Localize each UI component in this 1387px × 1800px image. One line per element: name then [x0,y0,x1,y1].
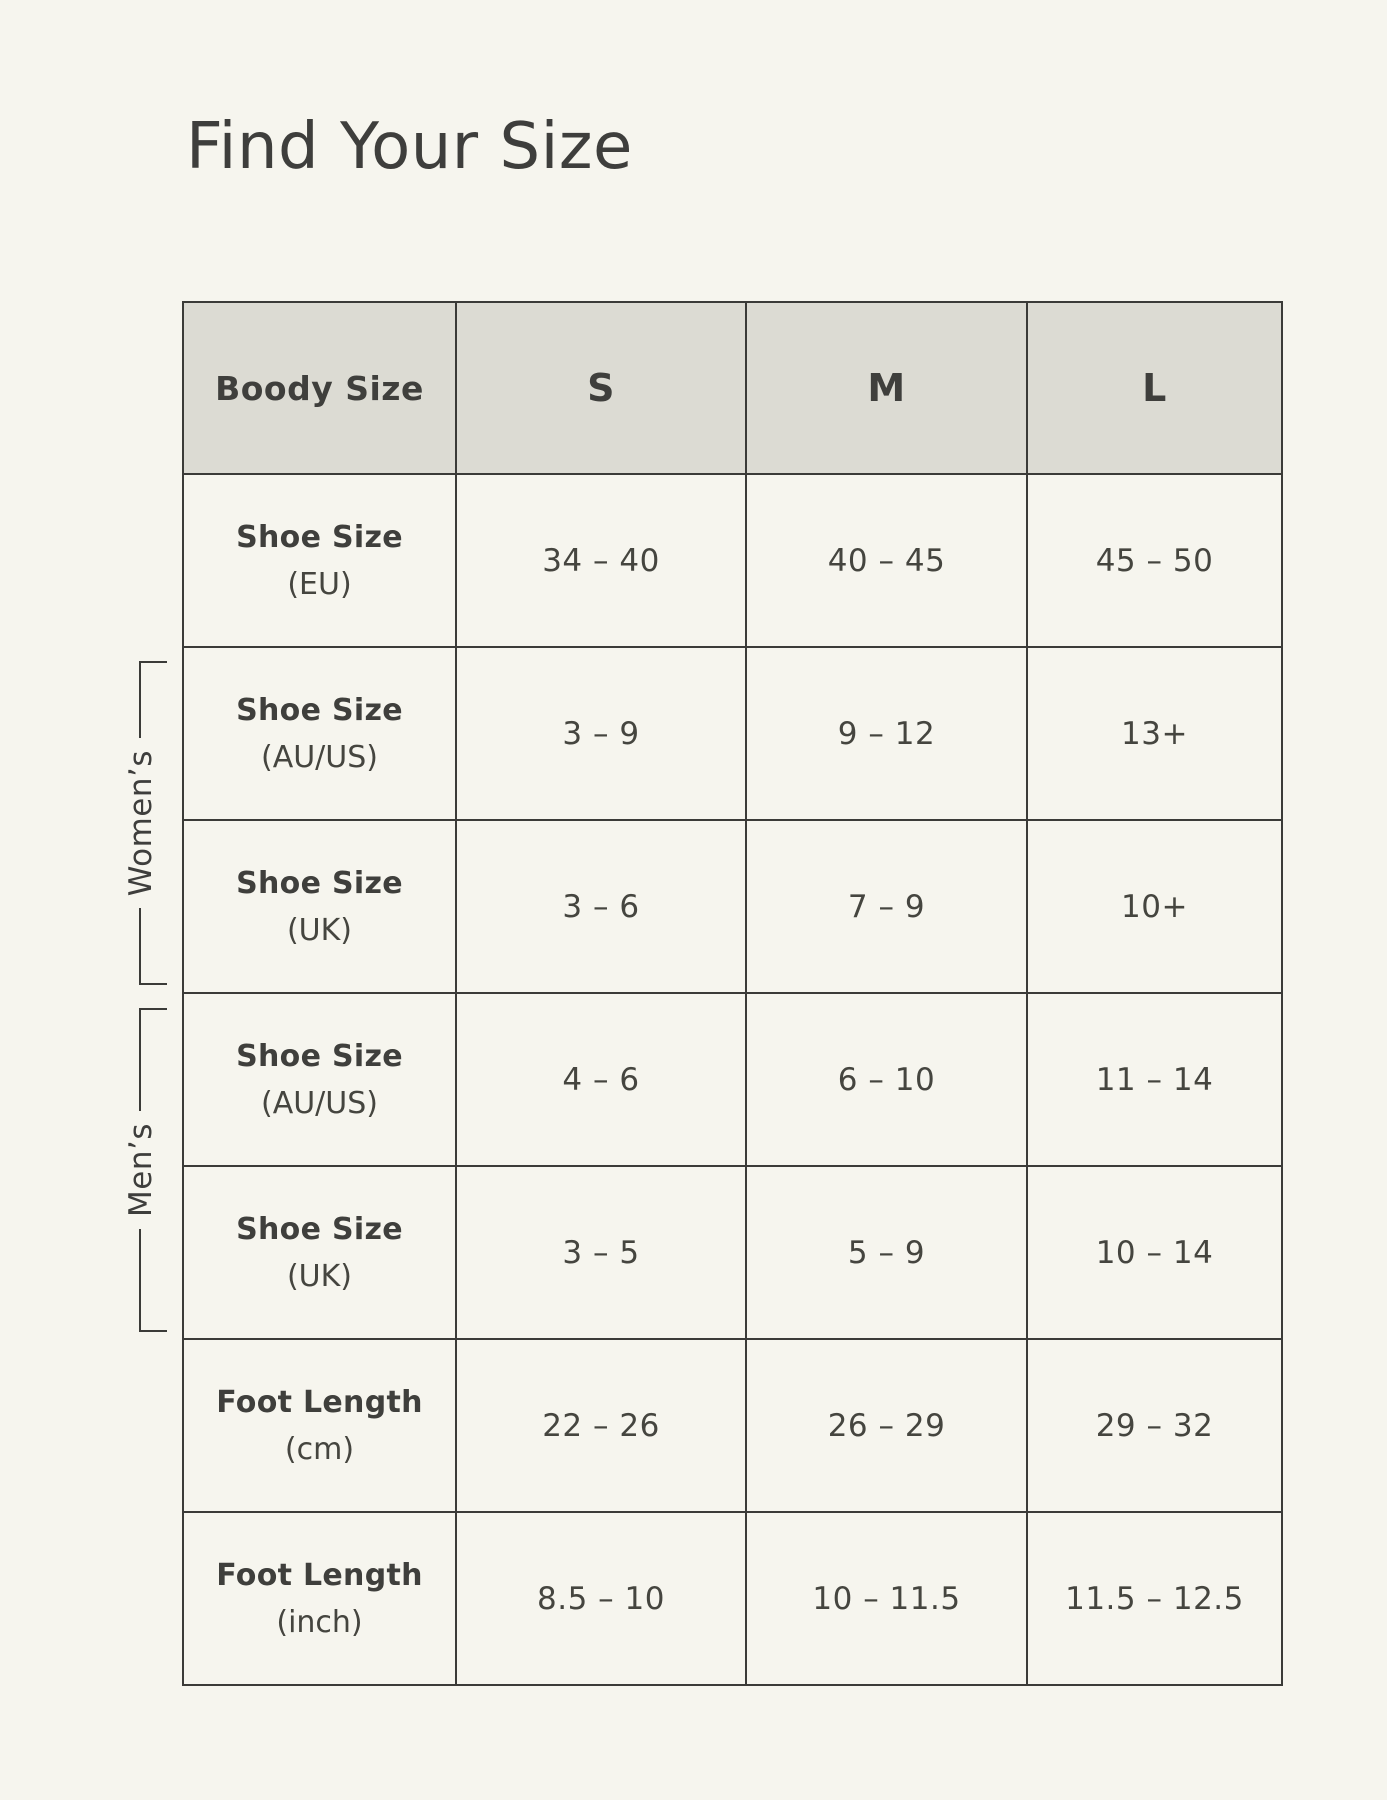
row-label-main: Shoe Size [236,1038,403,1074]
row-label-main: Shoe Size [236,1211,403,1247]
bracket-bottom-tick [139,1330,167,1333]
size-cell: 45 – 50 [1026,473,1283,648]
size-cell: 11 – 14 [1026,992,1283,1167]
row-label: Shoe Size (EU) [182,473,457,648]
size-cell: 9 – 12 [745,646,1028,821]
column-header-boody-size: Boody Size [182,301,457,475]
row-label: Shoe Size (UK) [182,819,457,994]
row-label-main: Shoe Size [236,865,403,901]
row-label-main: Foot Length [216,1384,423,1420]
row-label-sub: (inch) [276,1604,363,1640]
row-label: Foot Length (inch) [182,1511,457,1686]
row-label-main: Foot Length [216,1557,423,1593]
row-label: Shoe Size (AU/US) [182,992,457,1167]
table-row-mens-shoe-size-au-us: Shoe Size (AU/US) 4 – 6 6 – 10 11 – 14 [182,992,1283,1167]
size-cell: 5 – 9 [745,1165,1028,1340]
table-row-shoe-size-eu: Shoe Size (EU) 34 – 40 40 – 45 45 – 50 [182,473,1283,648]
bracket-line [139,663,141,738]
womens-bracket: Women’s [123,661,167,986]
size-cell: 10+ [1026,819,1283,994]
mens-bracket-label: Men’s [123,1123,159,1217]
size-cell: 34 – 40 [455,473,747,648]
bracket-line [139,1229,141,1331]
row-label-sub: (cm) [284,1431,355,1467]
size-cell: 40 – 45 [745,473,1028,648]
row-label-main: Shoe Size [236,519,403,555]
size-cell: 3 – 6 [455,819,747,994]
row-label-sub: (UK) [286,912,353,948]
size-cell: 7 – 9 [745,819,1028,994]
size-cell: 6 – 10 [745,992,1028,1167]
column-header-s: S [455,301,747,475]
size-cell: 26 – 29 [745,1338,1028,1513]
row-label-sub: (UK) [286,1258,353,1294]
table-row-womens-shoe-size-au-us: Shoe Size (AU/US) 3 – 9 9 – 12 13+ [182,646,1283,821]
womens-bracket-label: Women’s [123,749,159,897]
page-title: Find Your Size [186,110,633,184]
bracket-bottom-tick [139,983,167,986]
bracket-line [139,908,141,984]
size-cell: 22 – 26 [455,1338,747,1513]
size-cell: 29 – 32 [1026,1338,1283,1513]
row-label: Shoe Size (AU/US) [182,646,457,821]
mens-bracket: Men’s [123,1008,167,1333]
table-row-mens-shoe-size-uk: Shoe Size (UK) 3 – 5 5 – 9 10 – 14 [182,1165,1283,1340]
size-cell: 10 – 14 [1026,1165,1283,1340]
column-header-l: L [1026,301,1283,475]
row-label-sub: (AU/US) [261,1085,378,1121]
bracket-line [139,1010,141,1112]
header-row: Boody Size S M L [182,301,1283,475]
row-label: Foot Length (cm) [182,1338,457,1513]
table-row-womens-shoe-size-uk: Shoe Size (UK) 3 – 6 7 – 9 10+ [182,819,1283,994]
row-label-main: Shoe Size [236,692,403,728]
size-cell: 11.5 – 12.5 [1026,1511,1283,1686]
row-label-sub: (AU/US) [261,739,378,775]
size-cell: 3 – 9 [455,646,747,821]
size-cell: 3 – 5 [455,1165,747,1340]
table-row-foot-length-inch: Foot Length (inch) 8.5 – 10 10 – 11.5 11… [182,1511,1283,1686]
bracket-top-tick [139,661,167,663]
size-cell: 13+ [1026,646,1283,821]
size-cell: 4 – 6 [455,992,747,1167]
size-cell: 8.5 – 10 [455,1511,747,1686]
row-label: Shoe Size (UK) [182,1165,457,1340]
size-cell: 10 – 11.5 [745,1511,1028,1686]
row-label-sub: (EU) [287,566,352,602]
bracket-top-tick [139,1008,167,1010]
column-header-m: M [745,301,1028,475]
table-row-foot-length-cm: Foot Length (cm) 22 – 26 26 – 29 29 – 32 [182,1338,1283,1513]
size-table: Boody Size S M L Shoe Size (EU) 34 – 40 … [182,301,1283,1686]
